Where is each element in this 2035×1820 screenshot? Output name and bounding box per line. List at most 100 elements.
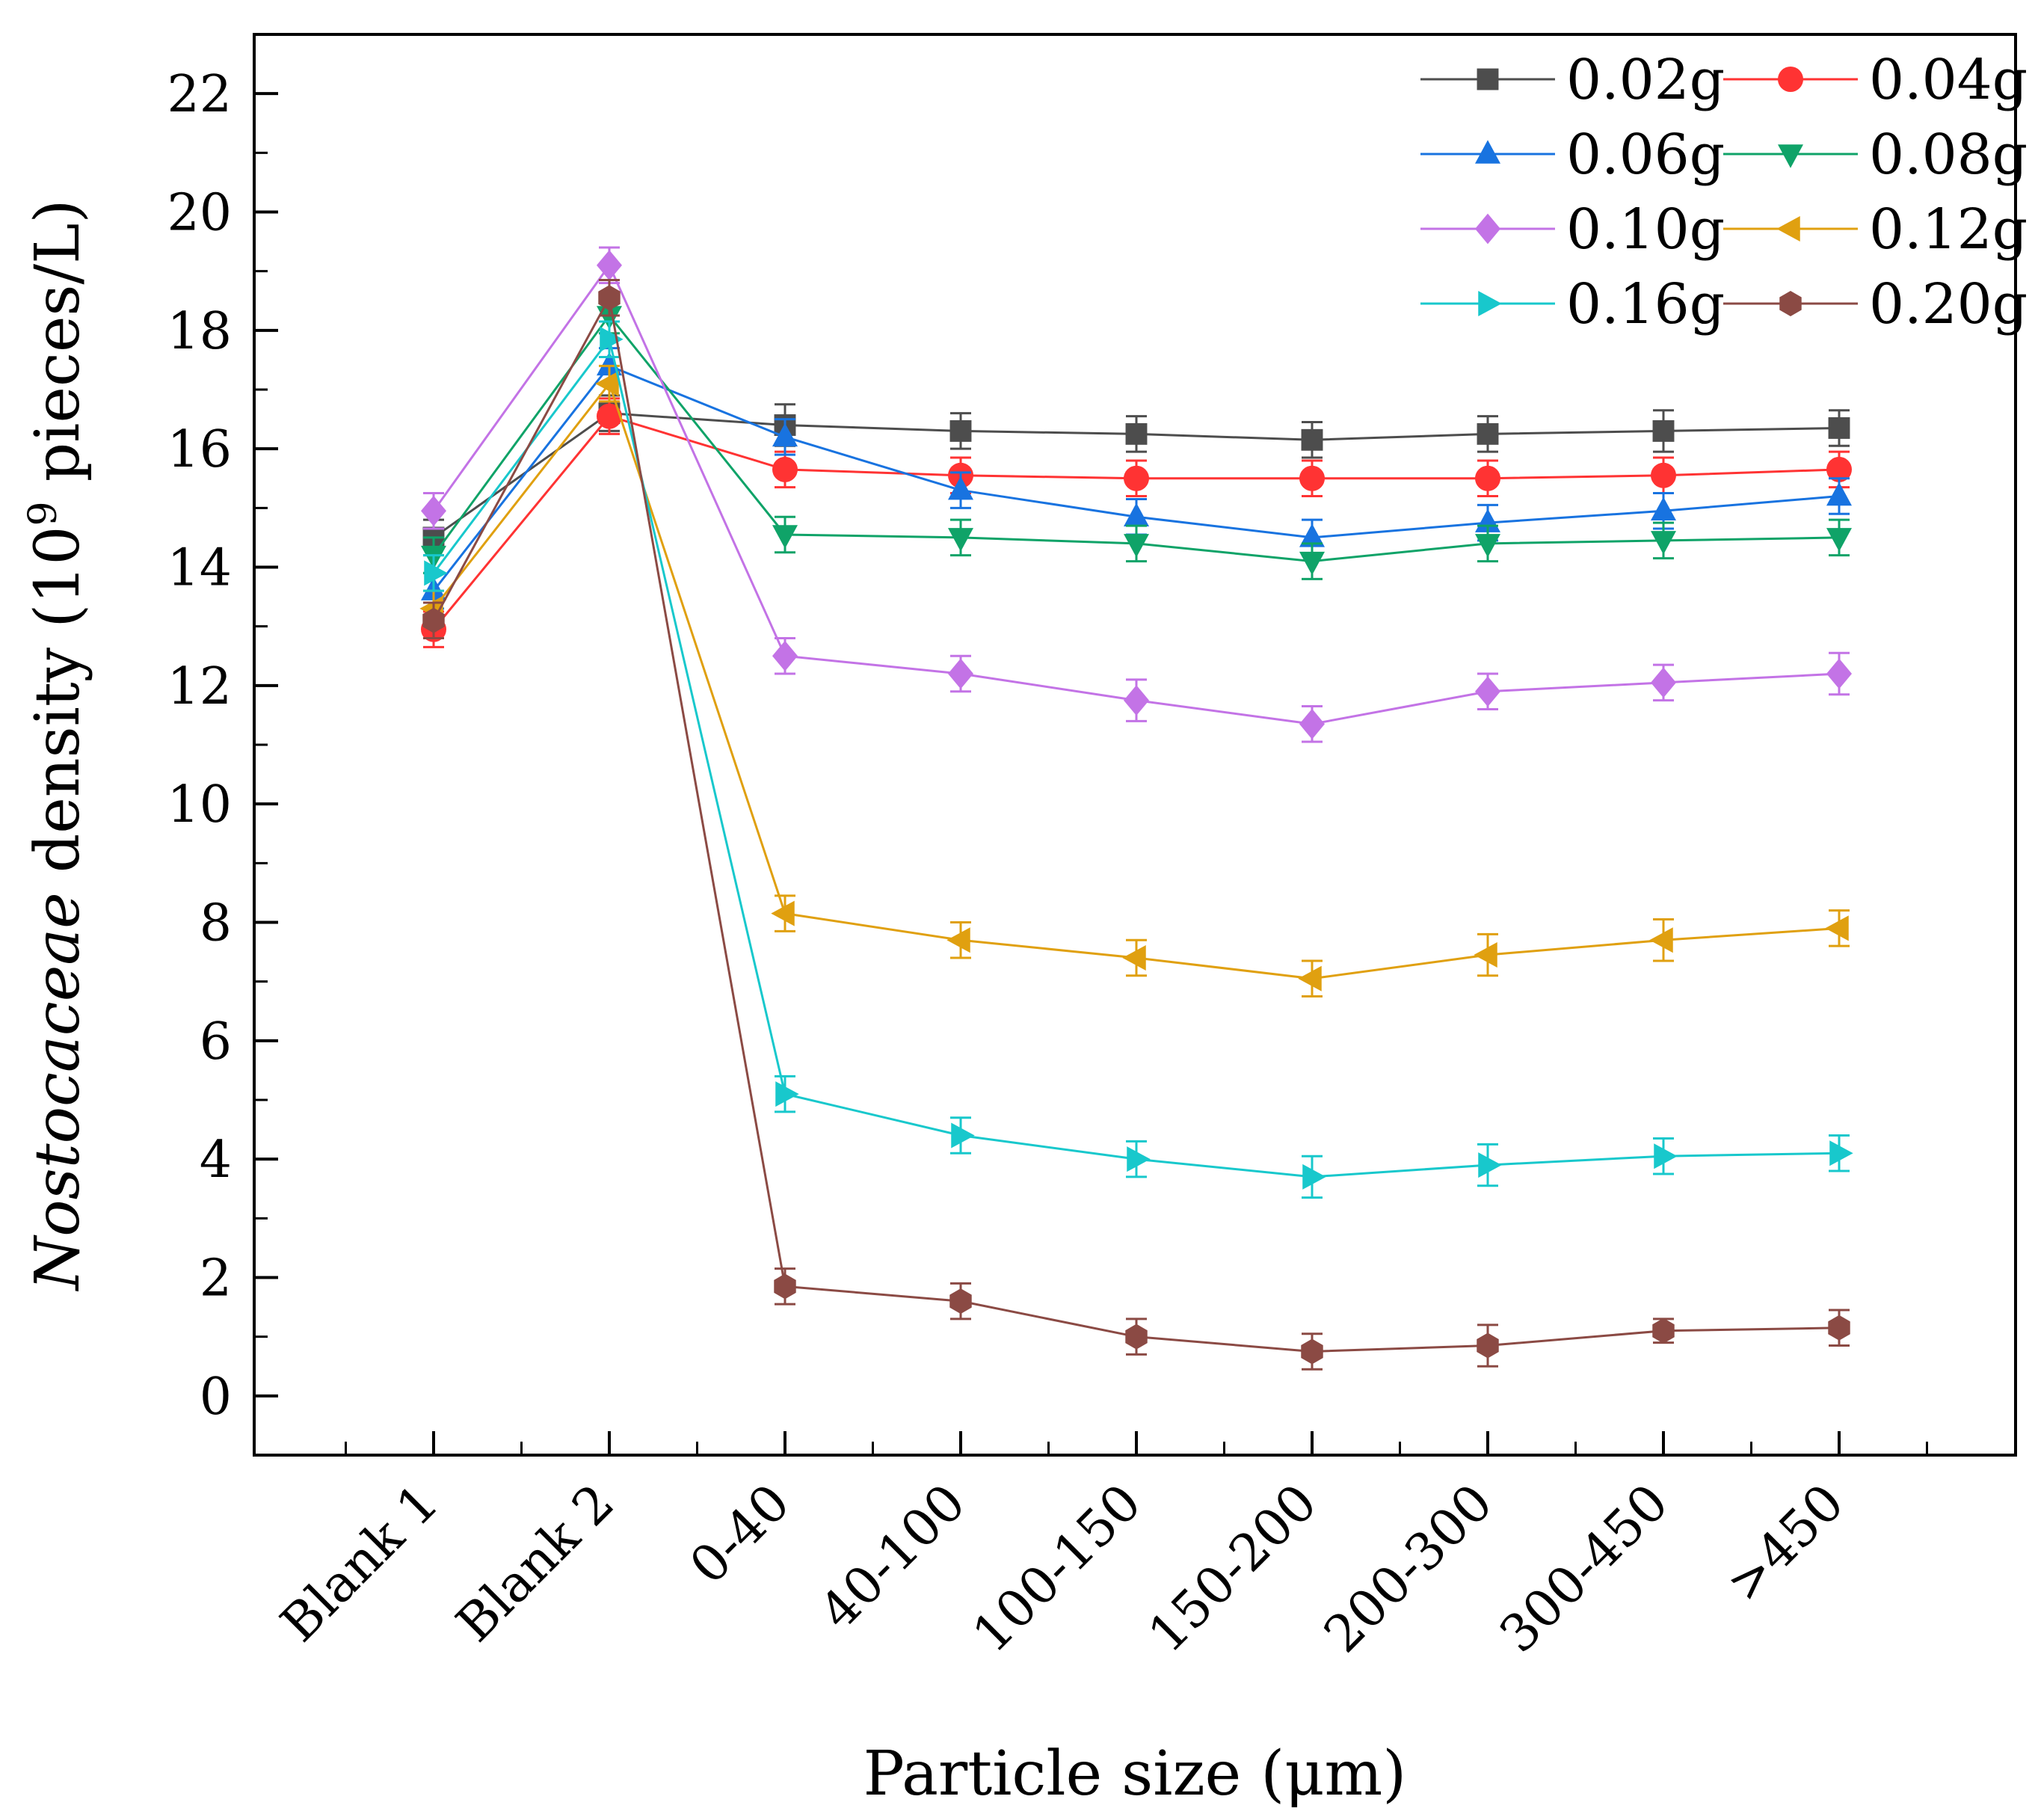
marker-diamond [597, 250, 622, 281]
marker-triangle-left [1776, 216, 1800, 242]
legend-item-0.12g: 0.12g [1723, 197, 2028, 262]
y-tick-label: 4 [200, 1131, 232, 1190]
marker-hexagon [1301, 1338, 1323, 1365]
marker-triangle-up [1299, 523, 1325, 547]
marker-triangle-down [1299, 551, 1325, 576]
marker-circle [1778, 67, 1803, 92]
marker-square [1828, 417, 1850, 439]
marker-triangle-right [424, 560, 448, 586]
marker-square [1477, 68, 1499, 90]
x-tick-label: Blank 2 [446, 1473, 626, 1653]
marker-hexagon [774, 1273, 796, 1300]
marker-triangle-right [775, 1081, 799, 1107]
x-tick-label: >450 [1715, 1473, 1856, 1614]
marker-circle [1299, 465, 1325, 491]
marker-hexagon [598, 285, 621, 311]
legend-label: 0.02g [1566, 48, 1725, 112]
marker-triangle-left [1825, 915, 1849, 941]
marker-triangle-down [772, 525, 798, 549]
marker-circle [597, 403, 622, 429]
x-tick-label: 300-450 [1488, 1473, 1680, 1664]
marker-hexagon [1125, 1324, 1148, 1350]
y-tick-label: 0 [200, 1368, 232, 1427]
legend-label: 0.12g [1869, 197, 2028, 262]
marker-diamond [948, 658, 973, 689]
series-0.02g [422, 394, 1850, 557]
marker-triangle-up [948, 476, 973, 500]
x-tick-label: Blank 1 [270, 1473, 450, 1653]
marker-triangle-down [1651, 531, 1676, 555]
marker-triangle-up [1124, 502, 1149, 526]
series-0.16g [423, 320, 1853, 1199]
marker-triangle-down [1124, 534, 1149, 558]
marker-hexagon [1828, 1315, 1850, 1341]
marker-triangle-left [771, 900, 795, 926]
marker-square [1301, 428, 1323, 451]
y-tick-label: 12 [167, 657, 232, 716]
marker-triangle-down [597, 306, 622, 330]
plot-frame [253, 33, 2017, 1457]
marker-triangle-down [948, 528, 973, 552]
marker-square [949, 419, 972, 442]
marker-diamond [1651, 667, 1676, 698]
marker-diamond [421, 495, 446, 526]
marker-circle [772, 456, 798, 482]
marker-diamond [1299, 708, 1325, 740]
y-tick-label: 16 [167, 420, 232, 479]
marker-diamond [1826, 658, 1852, 689]
marker-diamond [1124, 685, 1149, 716]
legend-item-0.06g: 0.06g [1420, 123, 1725, 187]
marker-triangle-right [1829, 1140, 1853, 1166]
y-tick-label: 6 [200, 1012, 232, 1072]
legend-label: 0.04g [1869, 48, 2028, 112]
legend-item-0.20g: 0.20g [1723, 272, 2028, 336]
marker-triangle-up [1475, 140, 1500, 164]
legend-label: 0.08g [1869, 123, 2028, 187]
series-0.10g [421, 246, 1852, 743]
y-tick-label: 18 [167, 302, 232, 361]
marker-triangle-up [1826, 482, 1852, 506]
marker-triangle-left [946, 927, 970, 953]
marker-square [1652, 419, 1675, 442]
marker-hexagon [1477, 1332, 1499, 1359]
x-tick-label: 150-200 [1137, 1473, 1329, 1664]
marker-triangle-left [1649, 927, 1673, 953]
y-axis-title-italic: Nostocaceae [22, 892, 93, 1291]
marker-triangle-up [772, 422, 798, 447]
marker-square [1125, 422, 1148, 445]
legend-label: 0.20g [1869, 272, 2028, 336]
y-tick-label: 20 [167, 184, 232, 243]
legend-item-0.02g: 0.02g [1420, 48, 1725, 112]
y-axis-title: Nostocaceae density (109 pieces/L) [21, 199, 93, 1291]
x-tick-label: 100-150 [961, 1473, 1153, 1664]
marker-diamond [1475, 676, 1500, 707]
marker-triangle-right [1127, 1146, 1151, 1172]
x-axis-title: Particle size (μm) [863, 1738, 1407, 1810]
marker-circle [1826, 456, 1852, 482]
series-layer [419, 246, 1853, 1371]
x-tick-label: 40-100 [809, 1473, 977, 1641]
x-tick-label: 200-300 [1313, 1473, 1504, 1664]
marker-square [1477, 422, 1499, 445]
marker-triangle-right [951, 1122, 975, 1149]
marker-hexagon [949, 1288, 972, 1315]
x-tick-label: 0-40 [679, 1473, 801, 1596]
y-tick-label: 14 [167, 539, 232, 598]
legend-item-0.08g: 0.08g [1723, 123, 2028, 187]
legend-label: 0.10g [1566, 197, 1725, 262]
marker-hexagon [1779, 291, 1802, 316]
marker-circle [1651, 462, 1676, 488]
marker-triangle-left [595, 371, 619, 397]
marker-triangle-up [1651, 496, 1676, 521]
marker-circle [1124, 465, 1149, 491]
marker-triangle-down [1826, 528, 1852, 552]
marker-triangle-left [1122, 945, 1146, 971]
y-axis-title-sup: 9 [21, 501, 66, 526]
marker-hexagon [1652, 1318, 1675, 1344]
marker-triangle-right [1654, 1143, 1678, 1169]
marker-diamond [1475, 213, 1500, 245]
marker-triangle-right [1302, 1163, 1326, 1190]
y-tick-label: 8 [200, 894, 232, 953]
marker-triangle-down [1778, 144, 1803, 168]
